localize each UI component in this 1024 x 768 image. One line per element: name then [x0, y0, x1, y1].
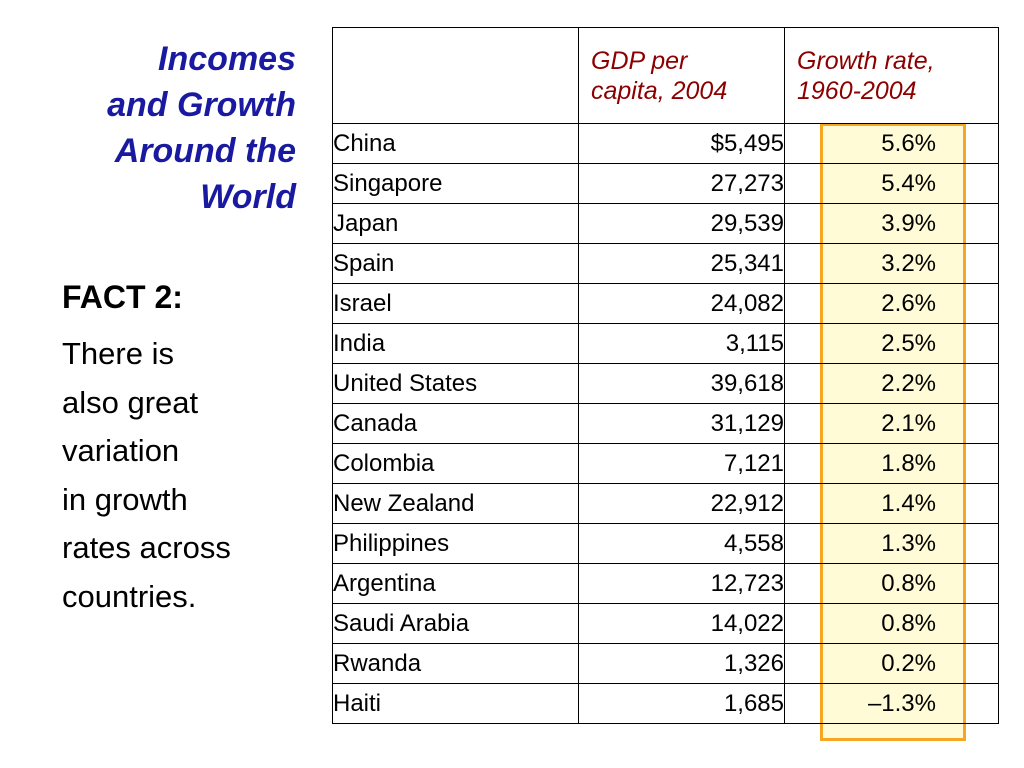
header-gdp-line-2: capita, 2004 [591, 76, 728, 105]
income-growth-table: GDP per capita, 2004 Growth rate, 1960-2… [332, 27, 999, 724]
growth-cell: 1.4% [784, 483, 999, 524]
table-row: India 3,115 2.5% [332, 323, 999, 364]
slide-title: Incomes and Growth Around the World [20, 36, 296, 220]
growth-cell: –1.3% [784, 683, 999, 724]
fact-line-5: rates across [62, 530, 231, 566]
table-row: Singapore 27,273 5.4% [332, 163, 999, 204]
growth-value: 3.2% [881, 249, 936, 277]
growth-value: 0.2% [881, 649, 936, 677]
growth-value: 2.1% [881, 409, 936, 437]
gdp-cell: 22,912 [578, 483, 785, 524]
gdp-cell: 31,129 [578, 403, 785, 444]
growth-cell: 0.2% [784, 643, 999, 684]
gdp-cell: 1,326 [578, 643, 785, 684]
gdp-cell: 25,341 [578, 243, 785, 284]
growth-cell: 3.9% [784, 203, 999, 244]
country-cell: Saudi Arabia [332, 603, 579, 644]
gdp-cell: 29,539 [578, 203, 785, 244]
country-cell: India [332, 323, 579, 364]
title-line-1: Incomes [158, 40, 296, 78]
gdp-cell: 7,121 [578, 443, 785, 484]
country-cell: Spain [332, 243, 579, 284]
header-gdp: GDP per capita, 2004 [578, 27, 785, 124]
gdp-cell: 24,082 [578, 283, 785, 324]
country-cell: Philippines [332, 523, 579, 564]
growth-value: 3.9% [881, 209, 936, 237]
title-line-4: World [200, 178, 296, 216]
fact-line-6: countries. [62, 578, 197, 614]
country-cell: Singapore [332, 163, 579, 204]
growth-value: 2.5% [881, 329, 936, 357]
growth-value: 1.8% [881, 449, 936, 477]
header-gdp-line-1: GDP per [591, 46, 688, 75]
table-row: United States 39,618 2.2% [332, 363, 999, 404]
table-body: China $5,495 5.6% Singapore 27,273 5.4% Japan 2… [332, 123, 999, 724]
growth-value: 5.4% [881, 169, 936, 197]
country-cell: Canada [332, 403, 579, 444]
country-cell: China [332, 123, 579, 164]
growth-value: 0.8% [881, 609, 936, 637]
table-row: China $5,495 5.6% [332, 123, 999, 164]
table-row: Argentina 12,723 0.8% [332, 563, 999, 604]
fact-line-3: variation [62, 433, 180, 469]
fact-description: There is also great variation in growth … [62, 330, 312, 622]
country-cell: Israel [332, 283, 579, 324]
growth-value: 5.6% [881, 129, 936, 157]
growth-cell: 5.6% [784, 123, 999, 164]
table-row: Israel 24,082 2.6% [332, 283, 999, 324]
fact-line-1: There is [62, 336, 174, 371]
table-header-row: GDP per capita, 2004 Growth rate, 1960-2… [332, 27, 999, 124]
fact-line-2: also great [62, 384, 199, 420]
table-row: Japan 29,539 3.9% [332, 203, 999, 244]
country-cell: New Zealand [332, 483, 579, 524]
gdp-cell: 27,273 [578, 163, 785, 204]
growth-value: –1.3% [867, 689, 936, 717]
title-line-3: Around the [114, 132, 296, 170]
growth-cell: 0.8% [784, 603, 999, 644]
gdp-cell: 1,685 [578, 683, 785, 724]
table-row: Spain 25,341 3.2% [332, 243, 999, 284]
growth-value: 1.4% [881, 489, 936, 517]
gdp-cell: 3,115 [578, 323, 785, 364]
growth-cell: 5.4% [784, 163, 999, 204]
table-row: Colombia 7,121 1.8% [332, 443, 999, 484]
growth-value: 2.2% [881, 369, 936, 397]
gdp-cell: $5,495 [578, 123, 785, 164]
title-line-2: and Growth [107, 86, 296, 124]
table-row: Philippines 4,558 1.3% [332, 523, 999, 564]
gdp-cell: 39,618 [578, 363, 785, 404]
header-growth-line-1: Growth rate, [797, 46, 935, 75]
growth-value: 0.8% [881, 569, 936, 597]
growth-cell: 2.1% [784, 403, 999, 444]
table-row: Rwanda 1,326 0.2% [332, 643, 999, 684]
fact-line-4: in growth [62, 481, 188, 517]
country-cell: Colombia [332, 443, 579, 484]
country-cell: Japan [332, 203, 579, 244]
table-row: Haiti 1,685 –1.3% [332, 683, 999, 724]
gdp-cell: 14,022 [578, 603, 785, 644]
table-row: Canada 31,129 2.1% [332, 403, 999, 444]
table-row: New Zealand 22,912 1.4% [332, 483, 999, 524]
country-cell: Haiti [332, 683, 579, 724]
gdp-cell: 4,558 [578, 523, 785, 564]
growth-cell: 0.8% [784, 563, 999, 604]
growth-cell: 2.6% [784, 283, 999, 324]
country-cell: Rwanda [332, 643, 579, 684]
growth-cell: 1.8% [784, 443, 999, 484]
fact-heading: FACT 2: [62, 279, 183, 315]
growth-cell: 3.2% [784, 243, 999, 284]
header-blank-cell [332, 27, 579, 124]
growth-value: 1.3% [881, 529, 936, 557]
header-growth-line-2: 1960-2004 [797, 76, 917, 105]
growth-cell: 2.2% [784, 363, 999, 404]
country-cell: United States [332, 363, 579, 404]
growth-cell: 2.5% [784, 323, 999, 364]
table-row: Saudi Arabia 14,022 0.8% [332, 603, 999, 644]
header-growth: Growth rate, 1960-2004 [784, 27, 999, 124]
growth-value: 2.6% [881, 289, 936, 317]
country-cell: Argentina [332, 563, 579, 604]
gdp-cell: 12,723 [578, 563, 785, 604]
growth-cell: 1.3% [784, 523, 999, 564]
